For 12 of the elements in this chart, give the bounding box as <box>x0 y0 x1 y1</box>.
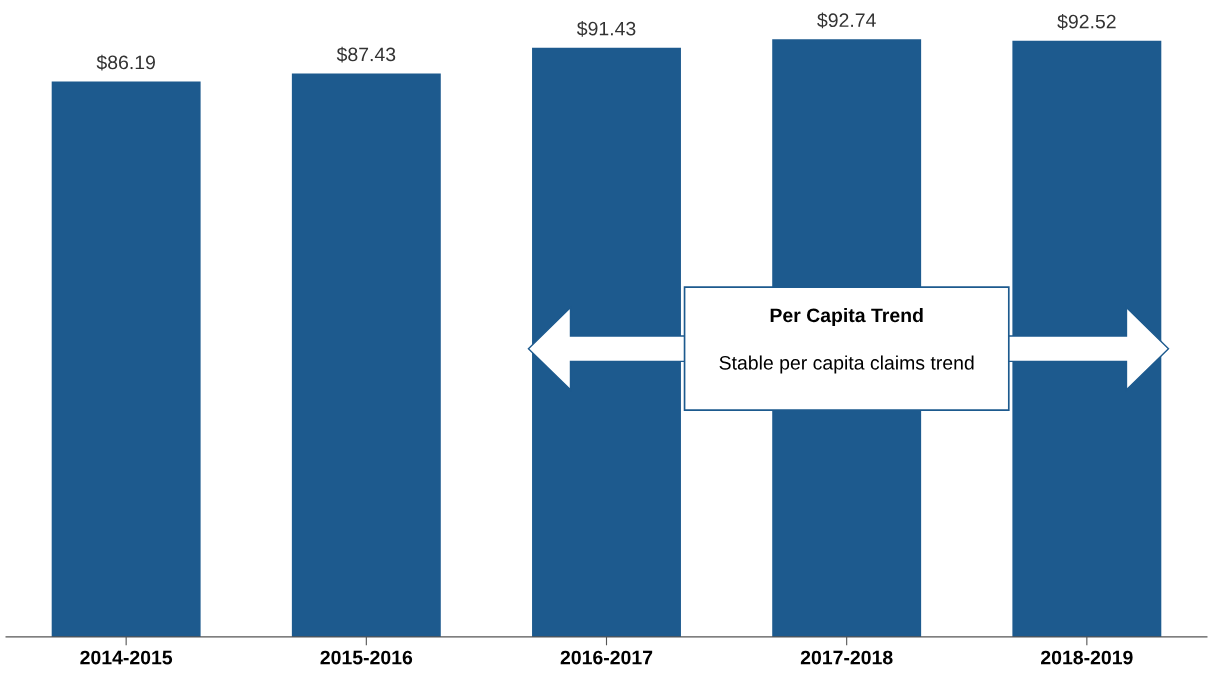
data-label: $91.43 <box>576 20 636 37</box>
annotation: Stable per capita claims trend <box>719 355 974 374</box>
x-tick-label: 2016-2017 <box>560 650 653 665</box>
x-tick-label: 2014-2015 <box>80 650 173 665</box>
data-label: $92.52 <box>1057 13 1116 30</box>
x-tick-label: 2017-2018 <box>800 650 893 665</box>
x-tick-label: 2015-2016 <box>320 650 413 665</box>
annotation: Per Capita Trend <box>770 307 923 327</box>
x-tick-label: 2018-2019 <box>1041 650 1133 665</box>
data-label: $86.19 <box>96 54 155 71</box>
data-label: $87.43 <box>336 46 396 63</box>
data-label: $92.74 <box>817 12 876 29</box>
